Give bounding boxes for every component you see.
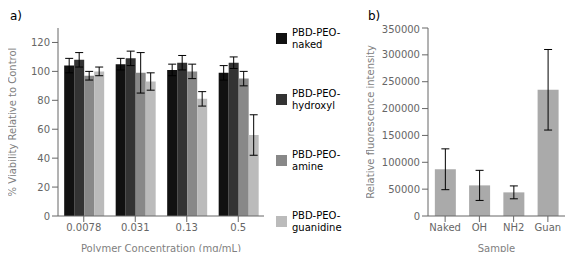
html-text:a): a) (10, 9, 22, 23)
svg-text:50000: 50000 (388, 184, 420, 195)
svg-text:0: 0 (44, 211, 50, 222)
svg-text:200000: 200000 (382, 103, 420, 114)
svg-text:0.031: 0.031 (121, 222, 150, 233)
svg-text:Naked: Naked (429, 222, 461, 233)
svg-text:Relative fluorescence intensit: Relative fluorescence intensity (366, 45, 376, 199)
html-text:PBD-PEO- hydroxyl: PBD-PEO- hydroxyl (292, 87, 341, 111)
svg-text:NH2: NH2 (503, 222, 524, 233)
svg-text:350000: 350000 (382, 24, 420, 35)
svg-text:Polymer Concentration (mg/mL): Polymer Concentration (mg/mL) (81, 243, 241, 252)
svg-text:80: 80 (37, 95, 50, 106)
svg-text:120: 120 (31, 37, 50, 48)
svg-text:0: 0 (414, 211, 420, 222)
svg-text:100000: 100000 (382, 157, 420, 168)
svg-text:100: 100 (31, 66, 50, 77)
html-text:PBD-PEO- naked: PBD-PEO- naked (292, 26, 341, 50)
svg-text:Guan: Guan (535, 222, 562, 233)
svg-text:0.5: 0.5 (230, 222, 246, 233)
html-text:PBD-PEO- guanidine: PBD-PEO- guanidine (292, 209, 342, 233)
svg-text:0.0078: 0.0078 (66, 222, 101, 233)
svg-text:150000: 150000 (382, 130, 420, 141)
html-text:b): b) (368, 9, 381, 23)
svg-text:300000: 300000 (382, 49, 420, 60)
html-text:PBD-PEO- amine: PBD-PEO- amine (292, 148, 341, 172)
svg-text:0.13: 0.13 (176, 222, 198, 233)
svg-text:40: 40 (37, 153, 50, 164)
svg-text:250000: 250000 (382, 76, 420, 87)
svg-text:60: 60 (37, 124, 50, 135)
svg-text:% Viability Relative to Contro: % Viability Relative to Control (8, 48, 18, 197)
svg-text:OH: OH (472, 222, 487, 233)
svg-text:Sample: Sample (478, 243, 516, 252)
svg-text:20: 20 (37, 182, 50, 193)
